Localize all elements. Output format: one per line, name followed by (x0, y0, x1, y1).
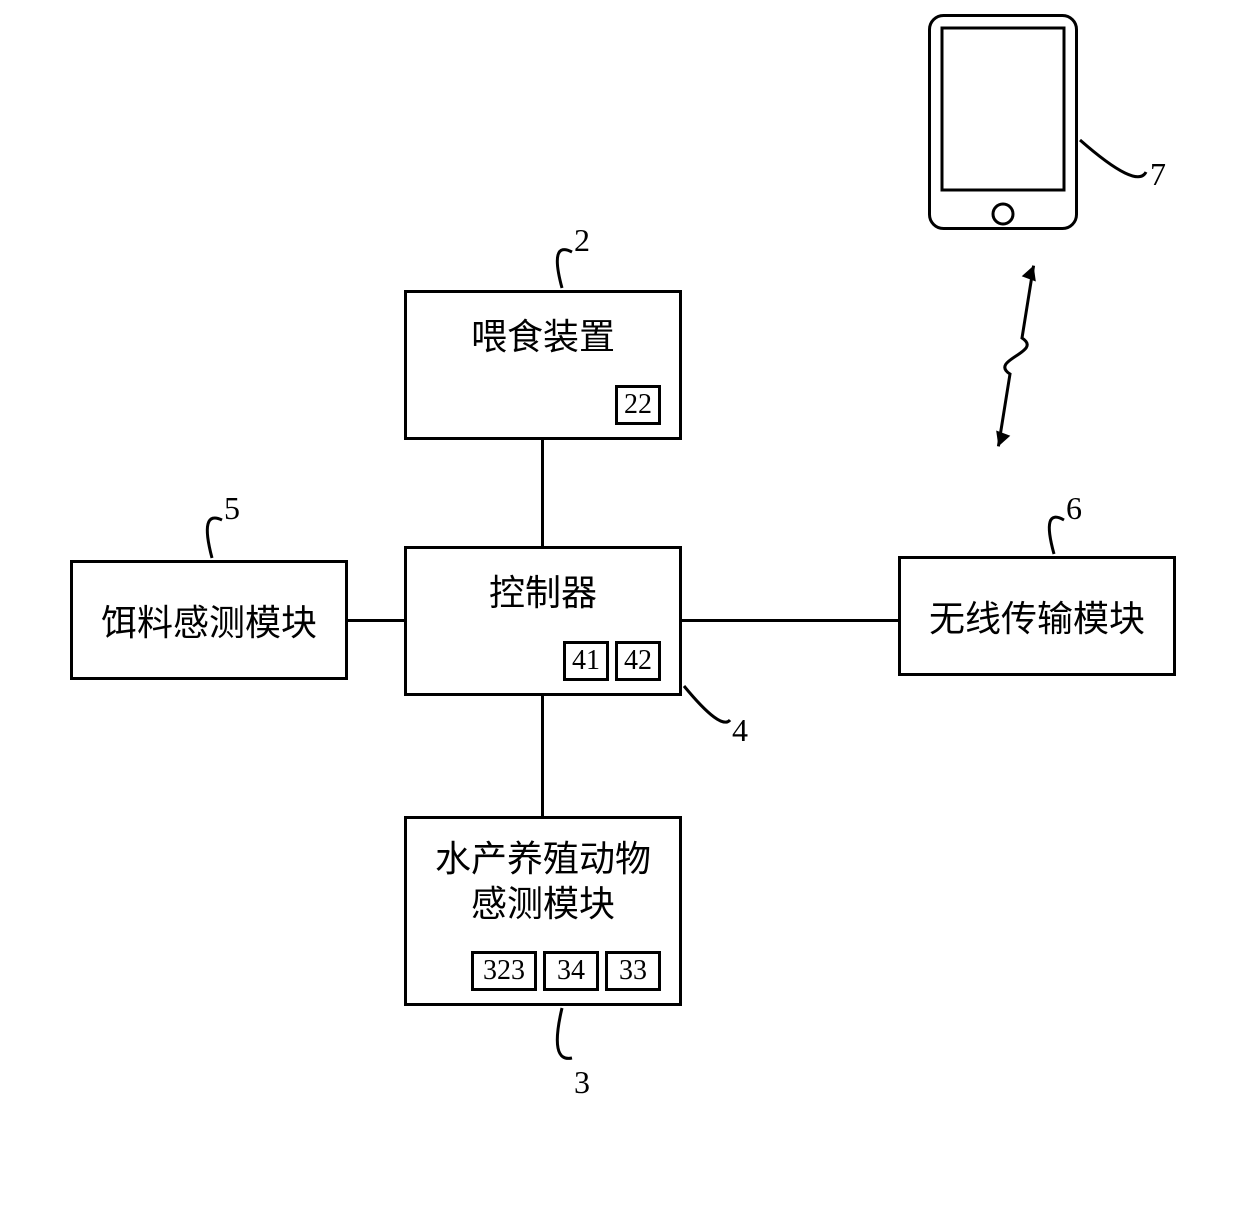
diagram-canvas: 喂食装置 22 饵料感测模块 控制器 4142 无线传输模块 水产养殖动物 感测… (0, 0, 1240, 1221)
smartphone-icon (928, 14, 1078, 230)
wireless-signal-icon (976, 256, 1056, 456)
